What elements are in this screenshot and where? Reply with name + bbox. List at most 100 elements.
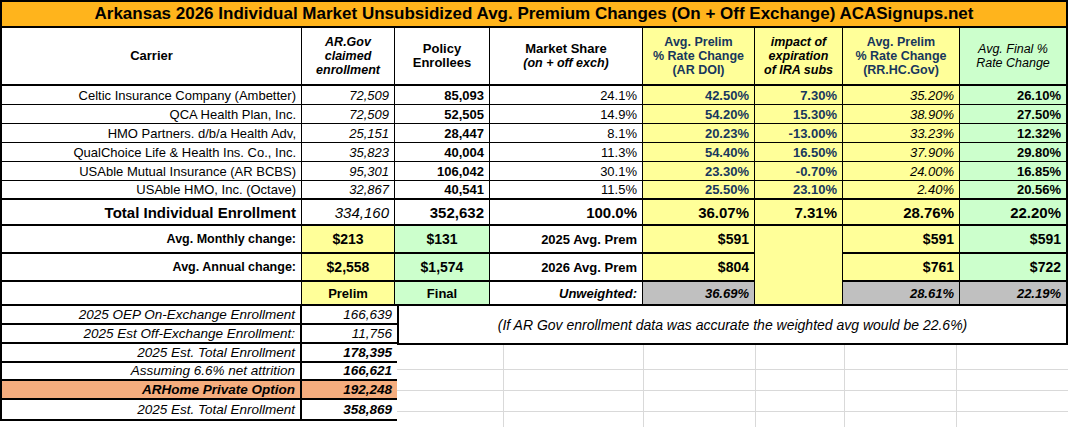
rrhcgov-rate-cell[interactable]: 38.90% (843, 105, 960, 124)
prem-2025-final-cell[interactable]: $591 (960, 226, 1066, 254)
unweighted-final-cell[interactable]: 22.19% (960, 282, 1066, 304)
prem-2026-rrhcgov-cell[interactable]: $761 (843, 254, 960, 282)
market-share-cell[interactable]: 8.1% (490, 124, 643, 143)
breakdown-label-cell[interactable]: Assuming 6.6% net attrition (2, 363, 302, 382)
carrier-name-cell[interactable]: QCA Health Plan, Inc. (2, 105, 302, 124)
rrhcgov-rate-cell[interactable]: 33.23% (843, 124, 960, 143)
total-impact-cell[interactable]: 7.31% (755, 200, 843, 226)
final-rate-cell[interactable]: 16.85% (960, 162, 1066, 181)
total-enrollees-cell[interactable]: 352,632 (395, 200, 490, 226)
header-policy-enrollees[interactable]: Policy Enrollees (395, 28, 490, 86)
carrier-name-cell[interactable]: HMO Partners. d/b/a Health Adv, (2, 124, 302, 143)
breakdown-label-cell[interactable]: 2025 Est Off-Exchange Enrollment: (2, 325, 302, 344)
prem-2026-label-cell[interactable]: 2026 Avg. Prem (490, 254, 643, 282)
prem-2026-final-cell[interactable]: $722 (960, 254, 1066, 282)
argov-enrollment-cell[interactable]: 72,509 (302, 105, 395, 124)
rrhcgov-rate-cell[interactable]: 37.90% (843, 143, 960, 162)
arhome-private-option-label-cell[interactable]: ARHome Private Option (2, 381, 302, 400)
ira-impact-cell[interactable]: 15.30% (755, 105, 843, 124)
policy-enrollees-cell[interactable]: 28,447 (395, 124, 490, 143)
carrier-name-cell[interactable]: QualChoice Life & Health Ins. Co., Inc. (2, 143, 302, 162)
prem-2025-ardoi-cell[interactable]: $591 (643, 226, 755, 254)
final-rate-cell[interactable]: 26.10% (960, 86, 1066, 105)
market-share-cell[interactable]: 30.1% (490, 162, 643, 181)
total-argov-cell[interactable]: 334,160 (302, 200, 395, 226)
breakdown-label-cell[interactable]: 2025 Est. Total Enrollment (2, 400, 302, 419)
header-prelim-ardoi[interactable]: Avg. Prelim % Rate Change (AR DOI) (643, 28, 755, 86)
header-final-rate[interactable]: Avg. Final % Rate Change (960, 28, 1066, 86)
policy-enrollees-cell[interactable]: 40,004 (395, 143, 490, 162)
total-rrhcgov-cell[interactable]: 28.76% (843, 200, 960, 226)
argov-enrollment-cell[interactable]: 32,867 (302, 181, 395, 200)
argov-enrollment-cell[interactable]: 35,823 (302, 143, 395, 162)
argov-enrollment-cell[interactable]: 25,151 (302, 124, 395, 143)
ira-impact-cell[interactable]: 7.30% (755, 86, 843, 105)
header-market-share[interactable]: Market Share (on + off exch) (490, 28, 643, 86)
ardoi-rate-cell[interactable]: 42.50% (643, 86, 755, 105)
carrier-name-cell[interactable]: USAble Mutual Insurance (AR BCBS) (2, 162, 302, 181)
ardoi-rate-cell[interactable]: 23.30% (643, 162, 755, 181)
carrier-name-cell[interactable]: USAble HMO, Inc. (Octave) (2, 181, 302, 200)
breakdown-value-cell[interactable]: 178,395 (302, 344, 397, 363)
prem-2025-rrhcgov-cell[interactable]: $591 (843, 226, 960, 254)
total-final-cell[interactable]: 22.20% (960, 200, 1066, 226)
breakdown-value-cell[interactable]: 358,869 (302, 400, 397, 419)
ira-impact-cell[interactable]: -13.00% (755, 124, 843, 143)
breakdown-label-cell[interactable]: 2025 OEP On-Exchange Enrollment (2, 306, 302, 325)
final-rate-cell[interactable]: 27.50% (960, 105, 1066, 124)
policy-enrollees-cell[interactable]: 106,042 (395, 162, 490, 181)
rrhcgov-rate-cell[interactable]: 2.40% (843, 181, 960, 200)
avg-monthly-label-cell[interactable]: Avg. Monthly change: (2, 226, 302, 254)
market-share-cell[interactable]: 24.1% (490, 86, 643, 105)
total-ardoi-cell[interactable]: 36.07% (643, 200, 755, 226)
header-ira-impact[interactable]: impact of expiration of IRA subs (755, 28, 843, 86)
unweighted-ardoi-cell[interactable]: 36.69% (643, 282, 755, 304)
header-argov-enrollment[interactable]: AR.Gov claimed enrollment (302, 28, 395, 86)
final-rate-cell[interactable]: 20.56% (960, 181, 1066, 200)
avg-annual-label-cell[interactable]: Avg. Annual change: (2, 254, 302, 282)
arhome-private-option-value-cell[interactable]: 192,248 (302, 381, 397, 400)
breakdown-value-cell[interactable]: 166,621 (302, 363, 397, 382)
final-rate-cell[interactable]: 12.32% (960, 124, 1066, 143)
ira-impact-cell[interactable]: 23.10% (755, 181, 843, 200)
breakdown-value-cell[interactable]: 166,639 (302, 306, 397, 325)
unweighted-label-cell[interactable]: Unweighted: (490, 282, 643, 304)
avg-monthly-prelim-cell[interactable]: $213 (302, 226, 395, 254)
market-share-cell[interactable]: 11.5% (490, 181, 643, 200)
final-label-cell[interactable]: Final (395, 282, 490, 304)
argov-enrollment-cell[interactable]: 72,509 (302, 86, 395, 105)
market-share-cell[interactable]: 14.9% (490, 105, 643, 124)
rrhcgov-rate-cell[interactable]: 35.20% (843, 86, 960, 105)
empty-cell[interactable] (2, 282, 302, 304)
ardoi-rate-cell[interactable]: 54.40% (643, 143, 755, 162)
policy-enrollees-cell[interactable]: 40,541 (395, 181, 490, 200)
sheet-title[interactable]: Arkansas 2026 Individual Market Unsubsid… (2, 2, 1066, 28)
header-prelim-rrhcgov[interactable]: Avg. Prelim % Rate Change (RR.HC.Gov) (843, 28, 960, 86)
ardoi-rate-cell[interactable]: 25.50% (643, 181, 755, 200)
total-label-cell[interactable]: Total Individual Enrollment (2, 200, 302, 226)
market-share-cell[interactable]: 11.3% (490, 143, 643, 162)
unweighted-rrhcgov-cell[interactable]: 28.61% (843, 282, 960, 304)
total-share-cell[interactable]: 100.0% (490, 200, 643, 226)
header-carrier[interactable]: Carrier (2, 28, 302, 86)
avg-annual-final-cell[interactable]: $1,574 (395, 254, 490, 282)
prem-2025-label-cell[interactable]: 2025 Avg. Prem (490, 226, 643, 254)
weighted-avg-note-cell[interactable]: (If AR Gov enrollment data was accurate … (397, 304, 1068, 345)
ira-impact-cell[interactable]: 16.50% (755, 143, 843, 162)
avg-monthly-final-cell[interactable]: $131 (395, 226, 490, 254)
final-rate-cell[interactable]: 29.80% (960, 143, 1066, 162)
ardoi-rate-cell[interactable]: 54.20% (643, 105, 755, 124)
prelim-label-cell[interactable]: Prelim (302, 282, 395, 304)
breakdown-value-cell[interactable]: 11,756 (302, 325, 397, 344)
impact-empty-merged-cell[interactable] (755, 226, 843, 304)
ira-impact-cell[interactable]: -0.70% (755, 162, 843, 181)
breakdown-label-cell[interactable]: 2025 Est. Total Enrollment (2, 344, 302, 363)
prem-2026-ardoi-cell[interactable]: $804 (643, 254, 755, 282)
ardoi-rate-cell[interactable]: 20.23% (643, 124, 755, 143)
policy-enrollees-cell[interactable]: 85,093 (395, 86, 490, 105)
avg-annual-prelim-cell[interactable]: $2,558 (302, 254, 395, 282)
policy-enrollees-cell[interactable]: 52,505 (395, 105, 490, 124)
carrier-name-cell[interactable]: Celtic Insurance Company (Ambetter) (2, 86, 302, 105)
rrhcgov-rate-cell[interactable]: 24.00% (843, 162, 960, 181)
argov-enrollment-cell[interactable]: 95,301 (302, 162, 395, 181)
